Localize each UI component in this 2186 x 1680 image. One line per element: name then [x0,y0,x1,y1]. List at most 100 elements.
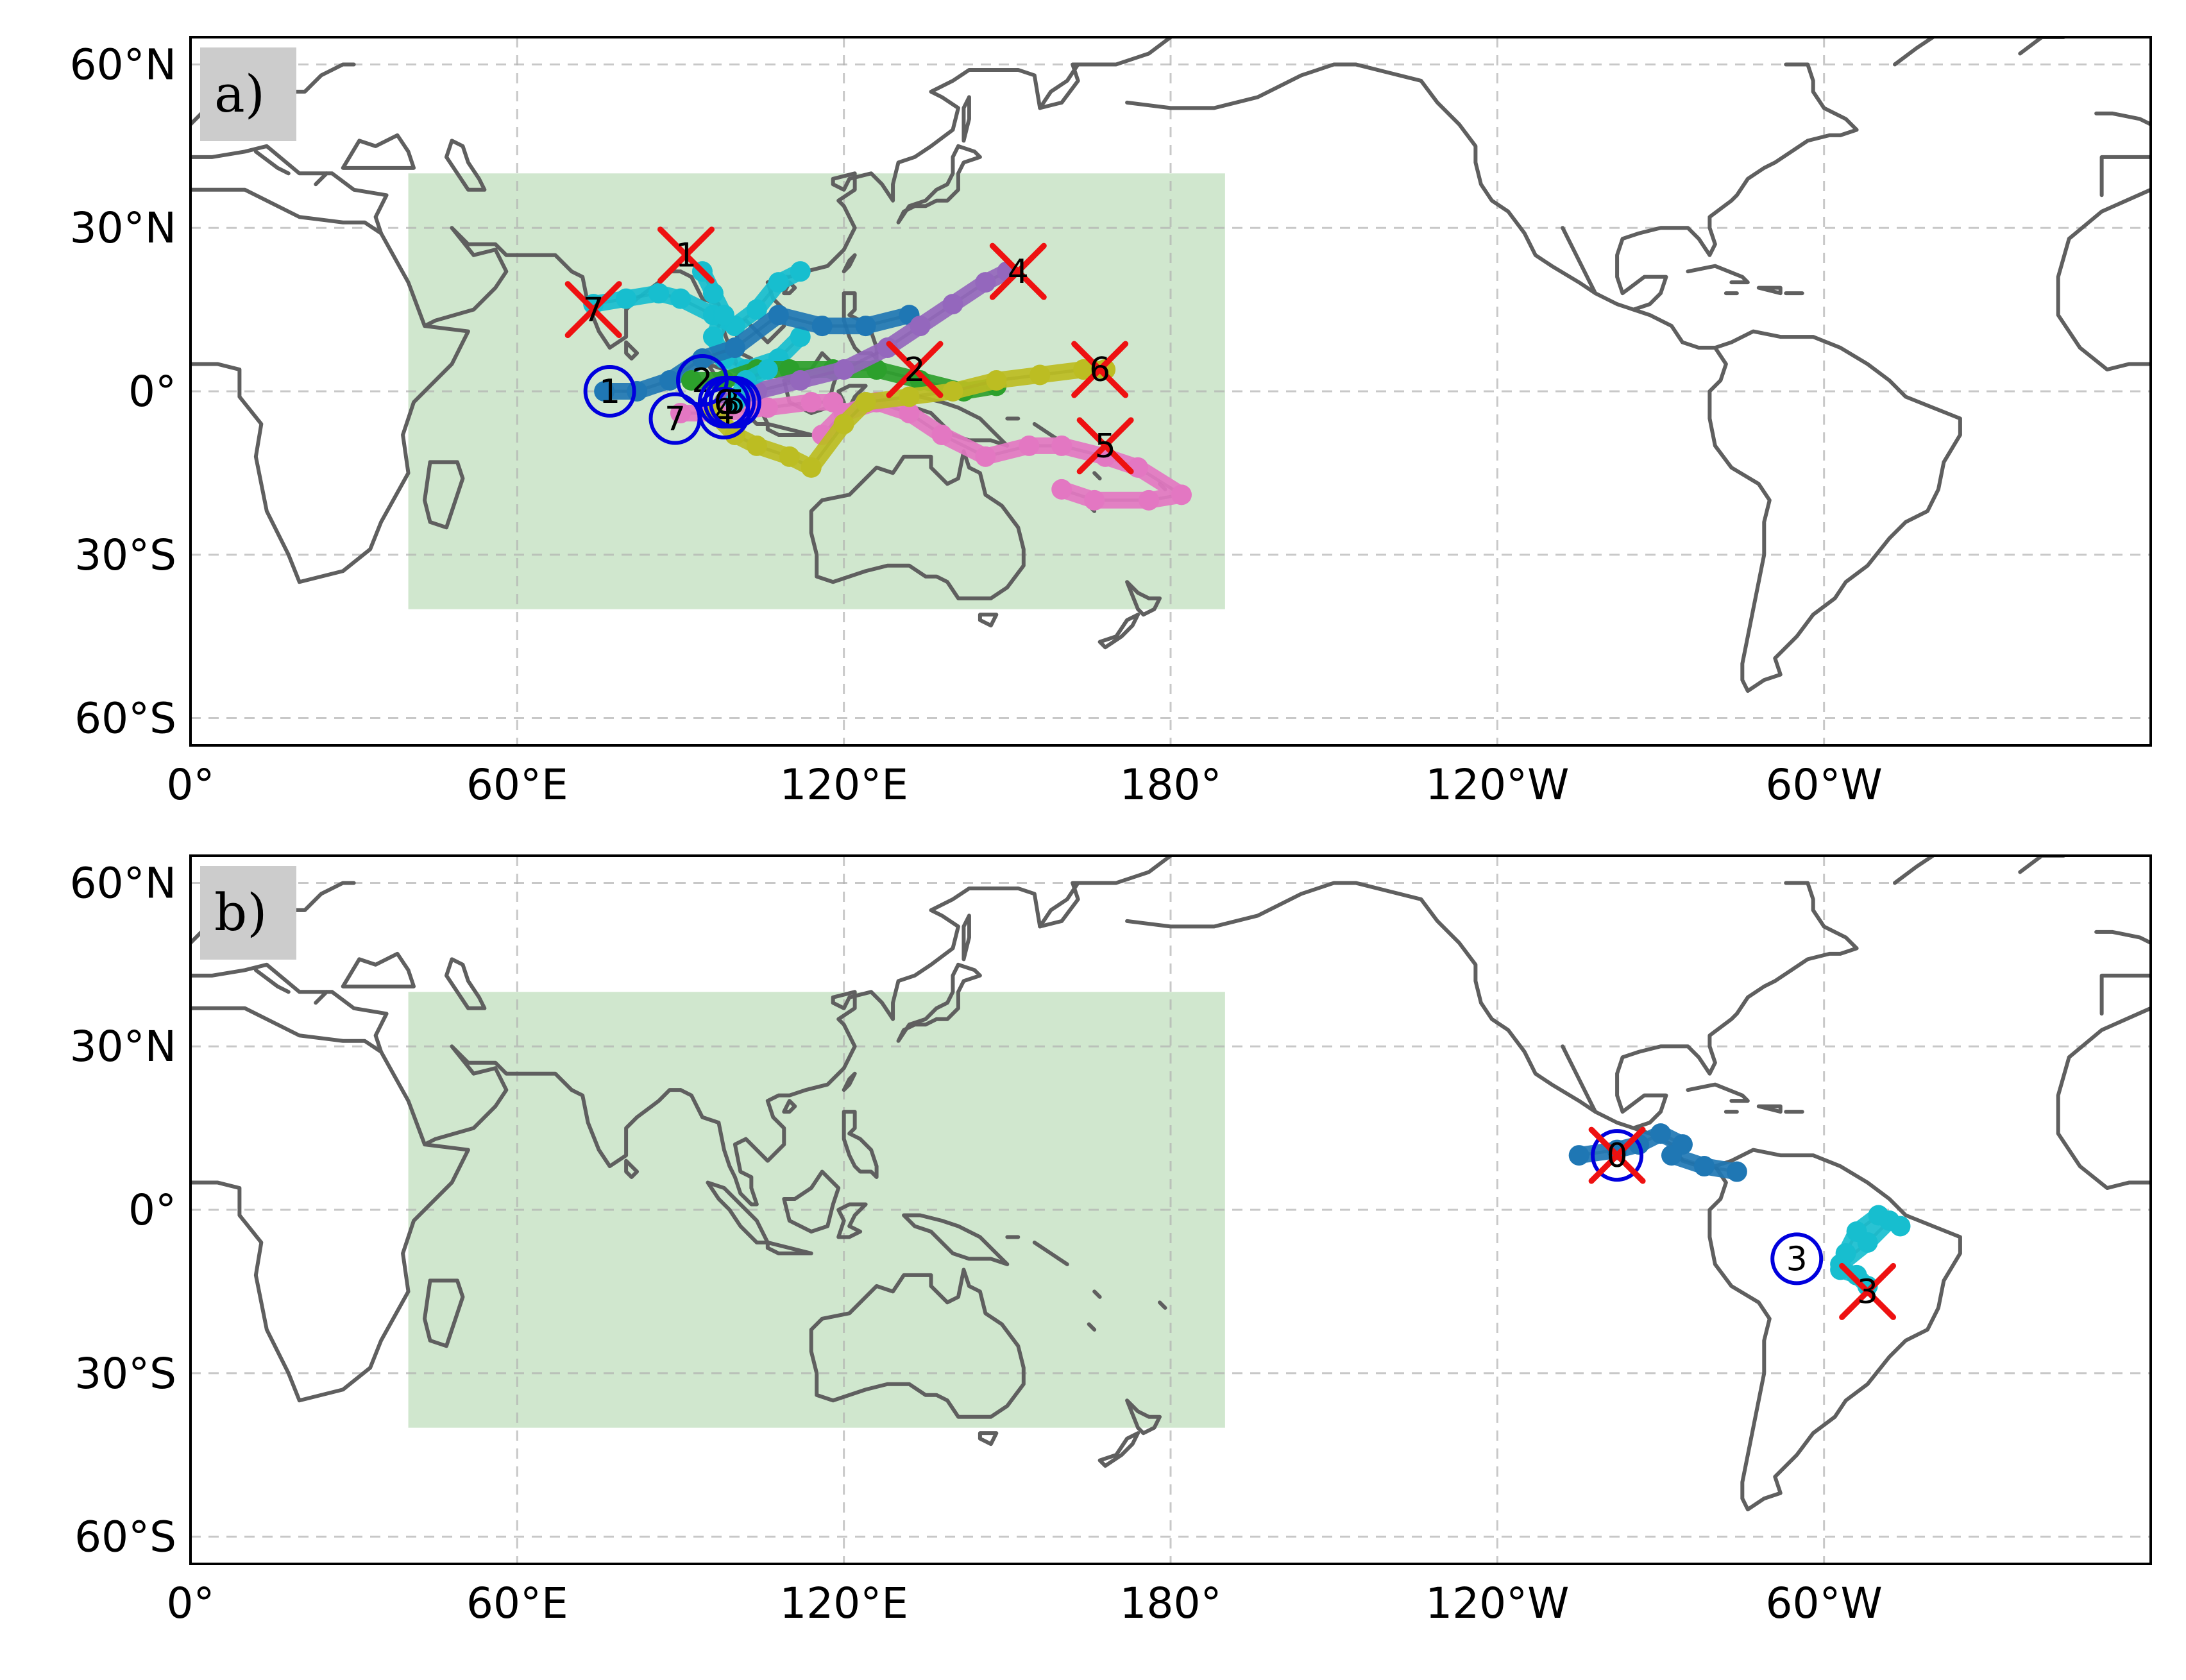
track-point [627,381,648,402]
y-tick-label: 60°N [70,40,176,89]
track-point [975,446,996,467]
y-tick-labels: 60°N 30°N 0° 30°S 60°S [70,40,176,743]
track-point [768,272,789,293]
study-region-box [408,173,1225,609]
y-tick-labels: 60°N 30°N 0° 30°S 60°S [70,858,176,1561]
track-point [713,305,734,326]
lysis-markers: 03 [1588,1126,1897,1320]
track-point [910,370,931,391]
track-point [724,337,745,359]
x-tick-label: 120°E [779,1579,908,1628]
track-point [1868,1205,1889,1226]
track-point [757,359,778,380]
panel-b: 03 03 b) 60°N30°N0°30°S60°S 0° 60°E 120°E 1… [70,854,2152,1628]
track-point [1084,489,1105,511]
track-point [1139,489,1160,511]
track-point [1568,1145,1589,1166]
y-tick-label: 60°N [70,858,176,908]
graticule [191,37,2151,745]
track-point [833,413,854,434]
track-point [910,316,931,337]
lysis-cross [564,281,622,339]
track-point [801,391,822,412]
x-tick-label: 180° [1120,1579,1222,1628]
track-point [648,283,670,304]
track-point [1607,1139,1628,1160]
panel-label: b) [214,883,267,942]
track-point [833,359,854,380]
track-point [1029,364,1051,386]
track-point [931,424,953,445]
track-point [975,272,996,293]
lysis-cross [989,242,1047,300]
track-point [1650,1123,1671,1144]
track-point [702,327,724,348]
track-point [1051,435,1072,456]
track-point [790,370,811,391]
lysis-cross [1071,341,1129,398]
x-tick-label: 120°W [1425,760,1569,810]
genesis-circle [1591,1129,1644,1182]
study-region-box [408,992,1225,1428]
y-tick-label: 30°S [74,530,176,580]
tracks-group [583,261,1192,511]
x-tick-label: 0° [167,760,215,810]
x-tick-labels: 0° 60°E 120°E 180° 120°W 60°W [167,760,1883,810]
track-point [790,261,811,282]
lysis-label: 5 [1095,427,1116,466]
y-tick-label: 30°S [74,1349,176,1398]
track-point [768,305,789,326]
track-point [746,299,767,320]
track-point [779,446,800,467]
genesis-label: 7 [665,400,686,438]
track-point [790,327,811,348]
track-point [670,288,691,309]
y-tick-label: 30°N [70,203,176,253]
track-point [616,288,637,309]
track-point [801,457,822,478]
map-frame-a [189,36,2152,747]
track-point [1073,359,1094,380]
track-point [594,381,615,402]
panel-label: a) [214,64,265,124]
x-tick-label: 120°W [1425,1579,1569,1628]
track-point [681,370,702,391]
genesis-label: 6 [713,384,734,422]
track-point [670,402,691,423]
track-point [899,386,920,407]
lysis-label: 7 [583,291,604,330]
track-point [1019,435,1040,456]
lysis-label: 6 [1089,351,1110,389]
track-point [1835,1243,1856,1264]
track-point [746,435,767,456]
y-tick-label: 0° [128,1185,176,1235]
lysis-label: 0 [1607,1137,1628,1175]
lysis-cross [1588,1126,1646,1184]
track-point [811,316,833,337]
track-point [691,348,713,369]
track-point [1857,1275,1878,1296]
track-point [1095,359,1116,380]
track-point [1171,484,1192,505]
y-tick-label: 30°N [70,1022,176,1071]
track-point [855,316,876,337]
lysis-cross [886,341,944,398]
genesis-label: 5 [724,384,745,422]
y-tick-label: 60°S [74,1513,176,1562]
x-tick-label: 60°W [1766,760,1883,810]
genesis-label: 3 [1786,1240,1808,1278]
track-point [702,283,724,304]
x-tick-label: 180° [1120,760,1222,810]
lysis-label: 3 [1857,1273,1878,1311]
track-point [942,381,963,402]
x-tick-label: 120°E [779,760,908,810]
y-tick-label: 60°S [74,694,176,743]
panel-label-box-b [200,866,296,960]
lysis-label: 4 [1008,253,1029,291]
track-point [899,402,920,423]
genesis-circle [583,365,636,418]
